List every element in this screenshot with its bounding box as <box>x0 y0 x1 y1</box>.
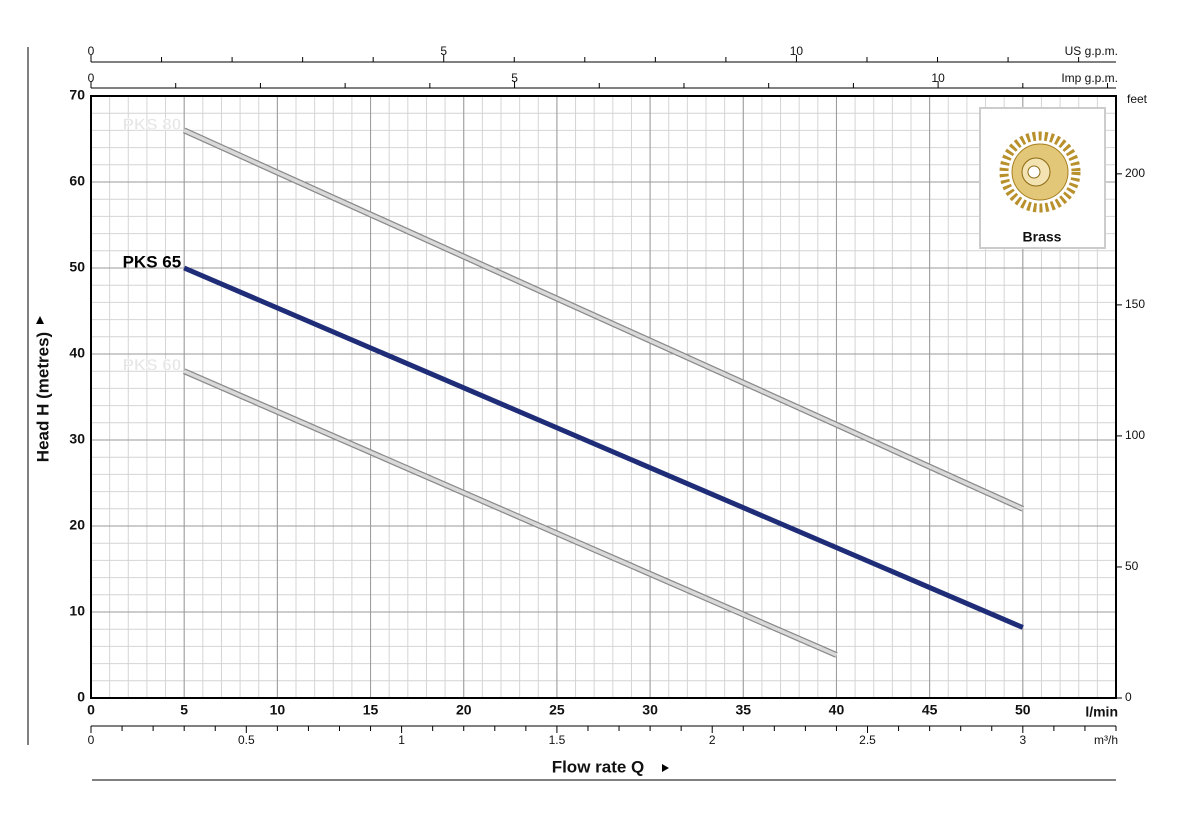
axis-tick-label: 0 <box>88 44 95 58</box>
x-tick-label: 45 <box>922 702 938 718</box>
axis-unit-label: m³/h <box>1094 733 1118 747</box>
series-line <box>183 128 1024 511</box>
y-tick-label: 20 <box>69 517 85 533</box>
axis-tick-label: 10 <box>931 71 945 85</box>
x-tick-label: 30 <box>642 702 658 718</box>
inset-label: Brass <box>1023 229 1062 245</box>
axis-tick-label: 0 <box>88 71 95 85</box>
y-axis-label: Head H (metres) <box>33 332 52 462</box>
y2-tick-label: 50 <box>1125 559 1139 573</box>
y2-axis-label: feet <box>1127 92 1148 106</box>
series-line <box>183 369 838 657</box>
axis-tick-label: 2 <box>709 733 716 747</box>
axis-unit-label: Imp g.p.m. <box>1061 71 1118 85</box>
x-tick-label: 20 <box>456 702 472 718</box>
series-label: PKS 80 <box>123 115 182 134</box>
impeller <box>999 131 1081 213</box>
plot-area <box>91 96 1116 698</box>
axis-tick-label: 1 <box>398 733 405 747</box>
x-tick-label: 0 <box>87 702 95 718</box>
arrow <box>662 764 669 772</box>
y-tick-label: 50 <box>69 259 85 275</box>
x-tick-label: 15 <box>363 702 379 718</box>
axis-tick-label: 0.5 <box>238 733 255 747</box>
x-tick-label: 10 <box>270 702 286 718</box>
axis-tick-label: 5 <box>511 71 518 85</box>
axis-tick-label: 0 <box>88 733 95 747</box>
y2-tick-label: 150 <box>1125 297 1145 311</box>
y-tick-label: 30 <box>69 431 85 447</box>
series-label: PKS 60 <box>123 356 182 375</box>
y-tick-label: 70 <box>69 87 85 103</box>
x-axis-label: Flow rate Q <box>552 757 645 776</box>
axis-tick-label: 5 <box>440 44 447 58</box>
series-line <box>183 265 1024 630</box>
inset: Brass <box>979 107 1106 249</box>
x-tick-label: 50 <box>1015 702 1031 718</box>
plot <box>90 95 1117 699</box>
axis-tick-label: 1.5 <box>549 733 566 747</box>
x-unit: l/min <box>1085 704 1118 720</box>
plot-border <box>90 95 1117 699</box>
y2-tick-label: 0 <box>1125 690 1132 704</box>
y-tick-label: 0 <box>77 689 85 705</box>
axis-unit-label: US g.p.m. <box>1065 44 1118 58</box>
axis-tick-label: 2.5 <box>859 733 876 747</box>
x-tick-label: 40 <box>829 702 845 718</box>
axis-tick-label: 3 <box>1019 733 1026 747</box>
y2-tick-label: 200 <box>1125 166 1145 180</box>
y-tick-label: 60 <box>69 173 85 189</box>
y-tick-label: 40 <box>69 345 85 361</box>
impeller <box>1027 165 1041 179</box>
axis-tick-label: 10 <box>790 44 804 58</box>
series-label: PKS 65 <box>123 252 182 271</box>
x-tick-label: 35 <box>735 702 751 718</box>
x-tick-label: 25 <box>549 702 565 718</box>
y2-tick-label: 100 <box>1125 428 1145 442</box>
y-tick-label: 10 <box>69 603 85 619</box>
x-tick-label: 5 <box>180 702 188 718</box>
arrow <box>36 316 44 324</box>
